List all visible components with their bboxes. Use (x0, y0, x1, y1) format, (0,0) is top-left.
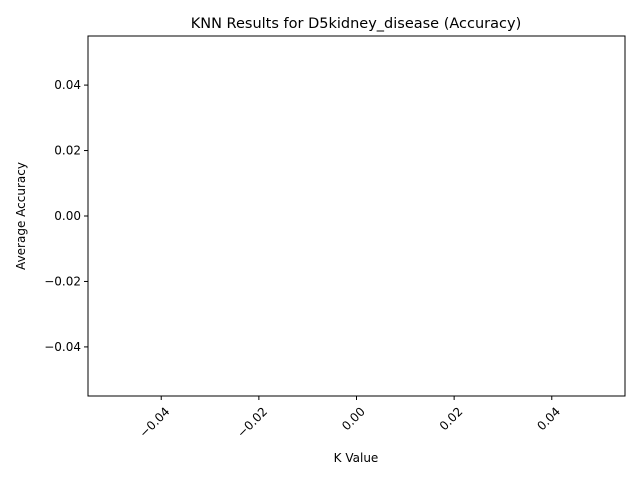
y-tick-label: −0.04 (44, 340, 81, 354)
x-axis-label: K Value (334, 451, 379, 465)
y-tick-label: 0.02 (54, 144, 81, 158)
chart-title: KNN Results for D5kidney_disease (Accura… (191, 16, 521, 32)
y-tick-label: −0.02 (44, 274, 81, 288)
y-axis: −0.04 −0.02 0.00 0.02 0.04 (44, 78, 88, 354)
y-axis-label: Average Accuracy (14, 162, 28, 270)
y-tick-label: 0.04 (54, 78, 81, 92)
y-tick-label: 0.00 (54, 209, 81, 223)
